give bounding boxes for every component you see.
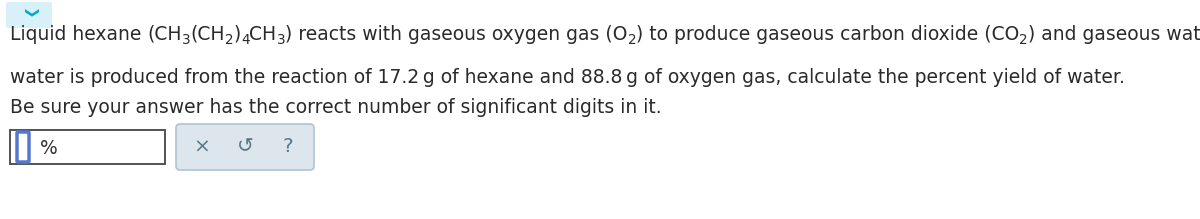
Text: ↺: ↺ [236, 138, 253, 157]
Text: CH: CH [250, 25, 277, 44]
Text: ) to produce gaseous carbon dioxide (CO: ) to produce gaseous carbon dioxide (CO [636, 25, 1020, 44]
Text: %: % [40, 138, 58, 157]
Text: 2: 2 [226, 34, 234, 48]
Text: ×: × [193, 138, 210, 157]
Text: 3: 3 [277, 34, 286, 48]
Text: 2: 2 [628, 34, 636, 48]
Text: Be sure your answer has the correct number of significant digits in it.: Be sure your answer has the correct numb… [10, 98, 661, 117]
FancyBboxPatch shape [176, 124, 314, 170]
Text: ❯: ❯ [22, 8, 36, 20]
Text: Liquid hexane: Liquid hexane [10, 25, 148, 44]
FancyBboxPatch shape [17, 132, 29, 162]
Text: 3: 3 [182, 34, 191, 48]
Text: ) reacts with gaseous oxygen gas (O: ) reacts with gaseous oxygen gas (O [286, 25, 628, 44]
Text: water is produced from the reaction of 17.2 g of hexane and 88.8 g of oxygen gas: water is produced from the reaction of 1… [10, 68, 1124, 87]
Text: (CH: (CH [148, 25, 182, 44]
Text: 2: 2 [1020, 34, 1028, 48]
FancyBboxPatch shape [6, 2, 52, 28]
Text: (CH: (CH [191, 25, 226, 44]
Text: 4: 4 [241, 34, 250, 48]
Text: ) and gaseous water (H: ) and gaseous water (H [1028, 25, 1200, 44]
Bar [10, 130, 166, 164]
Text: ): ) [234, 25, 241, 44]
Text: ?: ? [283, 138, 293, 157]
